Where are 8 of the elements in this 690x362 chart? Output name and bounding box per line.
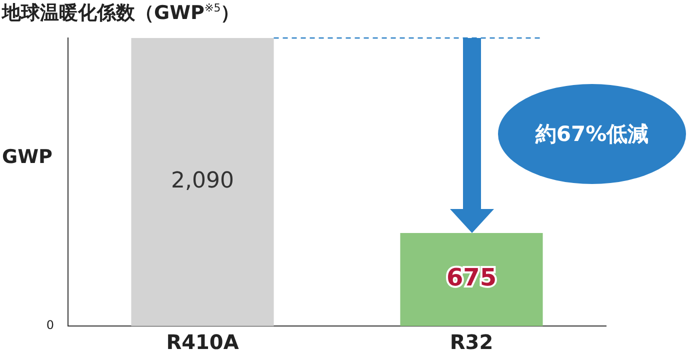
x-tick-label: R410A (166, 330, 240, 354)
oval-badge: 約67%低減 (498, 84, 686, 184)
text: 0 (46, 318, 54, 332)
data-label: 2,090 (171, 168, 234, 194)
y-axis-title: GWP (2, 146, 52, 168)
x-tick-label: R32 (450, 330, 494, 354)
chart-title: 地球温暖化係数（GWP$^{※5}$） (2, 0, 240, 26)
data-label: 675 (446, 264, 497, 292)
